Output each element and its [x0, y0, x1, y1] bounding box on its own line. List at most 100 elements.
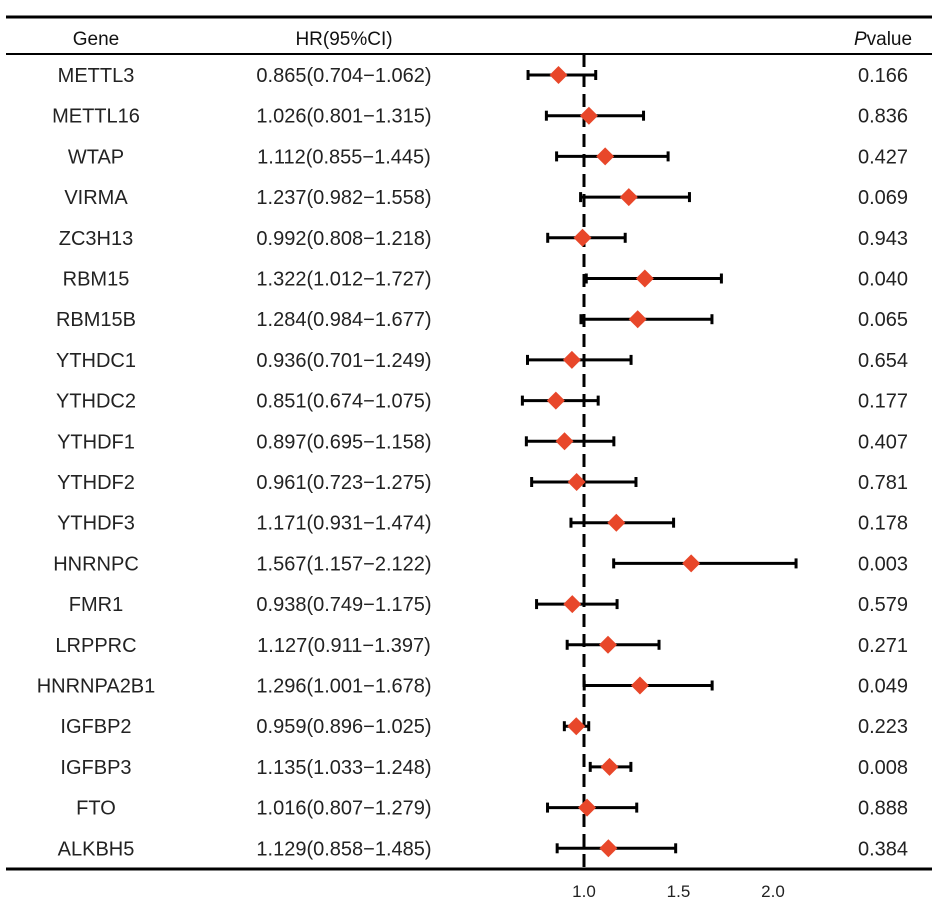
- p-value-label: 0.836: [858, 106, 908, 128]
- hr-marker: [619, 188, 638, 207]
- hr-ci-label: 1.127(0.911−1.397): [257, 635, 431, 657]
- gene-label: YTHDC2: [56, 391, 136, 413]
- p-value-label: 0.579: [858, 594, 908, 616]
- gene-label: YTHDF1: [57, 431, 135, 453]
- p-value-label: 0.178: [858, 513, 908, 535]
- row-igfbp2: IGFBP2 0.959(0.896−1.025) 0.223: [60, 716, 908, 738]
- gene-label: RBM15: [63, 269, 130, 291]
- p-value-label: 0.654: [858, 350, 908, 372]
- hr-marker: [599, 839, 618, 858]
- x-axis-ticks: 1.0 1.5 2.0: [572, 882, 785, 901]
- p-value-label: 0.943: [858, 228, 908, 250]
- hr-marker: [549, 66, 568, 84]
- hr-marker: [682, 554, 701, 573]
- gene-label: HNRNPA2B1: [37, 676, 156, 698]
- hr-marker: [555, 432, 574, 451]
- p-value-label: 0.008: [858, 757, 908, 779]
- gene-label: VIRMA: [64, 187, 128, 209]
- gene-label: YTHDF2: [57, 472, 135, 494]
- hr-marker: [567, 717, 586, 736]
- hr-marker: [562, 350, 581, 369]
- row-rbm15b: RBM15B 1.284(0.984−1.677) 0.065: [56, 309, 908, 331]
- hr-ci-label: 1.284(0.984−1.677): [256, 309, 431, 331]
- hr-ci-label: 0.961(0.723−1.275): [256, 472, 431, 494]
- gene-label: FTO: [76, 798, 116, 820]
- hr-ci-label: 0.865(0.704−1.062): [256, 65, 431, 87]
- hr-ci-label: 1.237(0.982−1.558): [256, 187, 431, 209]
- p-value-label: 0.407: [858, 431, 908, 453]
- row-ythdf3: YTHDF3 1.171(0.931−1.474) 0.178: [57, 513, 908, 535]
- header-p-italic: P: [854, 29, 867, 50]
- hr-marker: [607, 513, 626, 532]
- hr-marker: [579, 106, 598, 125]
- hr-marker: [628, 310, 647, 329]
- p-value-label: 0.069: [858, 187, 908, 209]
- row-ythdf1: YTHDF1 0.897(0.695−1.158) 0.407: [57, 431, 908, 453]
- p-value-label: 0.040: [858, 269, 908, 291]
- row-zc3h13: ZC3H13 0.992(0.808−1.218) 0.943: [59, 228, 908, 250]
- rows-group: METTL3 0.865(0.704−1.062) 0.166 METTL16 1.02…: [37, 65, 908, 860]
- hr-ci-label: 1.112(0.855−1.445): [257, 146, 431, 168]
- header-p-rest: value: [867, 29, 912, 50]
- row-hnrnpc: HNRNPC 1.567(1.157−2.122) 0.003: [53, 553, 908, 575]
- p-value-label: 0.065: [858, 309, 908, 331]
- p-value-label: 0.003: [858, 553, 908, 575]
- row-ythdf2: YTHDF2 0.961(0.723−1.275) 0.781: [57, 472, 908, 494]
- hr-ci-label: 1.129(0.858−1.485): [256, 838, 431, 860]
- row-ythdc1: YTHDC1 0.936(0.701−1.249) 0.654: [56, 350, 908, 372]
- hr-marker: [600, 757, 619, 776]
- p-value-label: 0.271: [858, 635, 908, 657]
- hr-ci-label: 0.851(0.674−1.075): [256, 391, 431, 413]
- x-tick-label: 1.0: [572, 882, 596, 901]
- p-value-label: 0.166: [858, 65, 908, 87]
- hr-marker: [596, 147, 615, 166]
- hr-ci-label: 1.322(1.012−1.727): [256, 269, 431, 291]
- hr-marker: [578, 798, 597, 817]
- gene-label: IGFBP3: [60, 757, 131, 779]
- hr-marker: [630, 676, 649, 695]
- p-value-label: 0.427: [858, 146, 908, 168]
- gene-label: HNRNPC: [53, 553, 139, 575]
- row-lrpprc: LRPPRC 1.127(0.911−1.397) 0.271: [55, 635, 908, 657]
- row-mettl16: METTL16 1.026(0.801−1.315) 0.836: [52, 106, 908, 128]
- p-value-label: 0.781: [858, 472, 908, 494]
- hr-ci-label: 1.135(1.033−1.248): [256, 757, 431, 779]
- p-value-label: 0.049: [858, 676, 908, 698]
- x-tick-label: 2.0: [761, 882, 785, 901]
- gene-label: METTL3: [58, 65, 135, 87]
- p-value-label: 0.888: [858, 798, 908, 820]
- hr-ci-label: 1.567(1.157−2.122): [256, 553, 431, 575]
- gene-label: ZC3H13: [59, 228, 133, 250]
- row-wtap: WTAP 1.112(0.855−1.445) 0.427: [68, 146, 908, 168]
- hr-marker: [563, 595, 582, 614]
- hr-ci-label: 0.992(0.808−1.218): [256, 228, 431, 250]
- gene-label: WTAP: [68, 146, 124, 168]
- hr-ci-label: 1.171(0.931−1.474): [256, 513, 431, 535]
- hr-ci-label: 0.936(0.701−1.249): [256, 350, 431, 372]
- row-fto: FTO 1.016(0.807−1.279) 0.888: [76, 798, 908, 820]
- hr-ci-label: 1.026(0.801−1.315): [256, 106, 431, 128]
- row-alkbh5: ALKBH5 1.129(0.858−1.485) 0.384: [58, 838, 908, 860]
- row-mettl3: METTL3 0.865(0.704−1.062) 0.166: [58, 65, 908, 87]
- gene-label: RBM15B: [56, 309, 136, 331]
- p-value-label: 0.177: [858, 391, 908, 413]
- hr-ci-label: 0.938(0.749−1.175): [256, 594, 431, 616]
- hr-marker: [546, 391, 565, 410]
- hr-marker: [599, 635, 618, 654]
- gene-label: ALKBH5: [58, 838, 135, 860]
- hr-ci-label: 0.897(0.695−1.158): [256, 431, 431, 453]
- gene-label: METTL16: [52, 106, 140, 128]
- gene-label: LRPPRC: [55, 635, 136, 657]
- hr-marker: [635, 269, 654, 288]
- row-fmr1: FMR1 0.938(0.749−1.175) 0.579: [69, 594, 908, 616]
- gene-label: FMR1: [69, 594, 123, 616]
- row-hnrnpa2b1: HNRNPA2B1 1.296(1.001−1.678) 0.049: [37, 676, 908, 698]
- header-p-value: Pvalue: [854, 29, 912, 50]
- hr-ci-label: 1.016(0.807−1.279): [256, 798, 431, 820]
- hr-marker: [573, 228, 592, 247]
- p-value-label: 0.223: [858, 716, 908, 738]
- hr-ci-label: 1.296(1.001−1.678): [256, 676, 431, 698]
- row-igfbp3: IGFBP3 1.135(1.033−1.248) 0.008: [60, 757, 908, 779]
- p-value-label: 0.384: [858, 838, 908, 860]
